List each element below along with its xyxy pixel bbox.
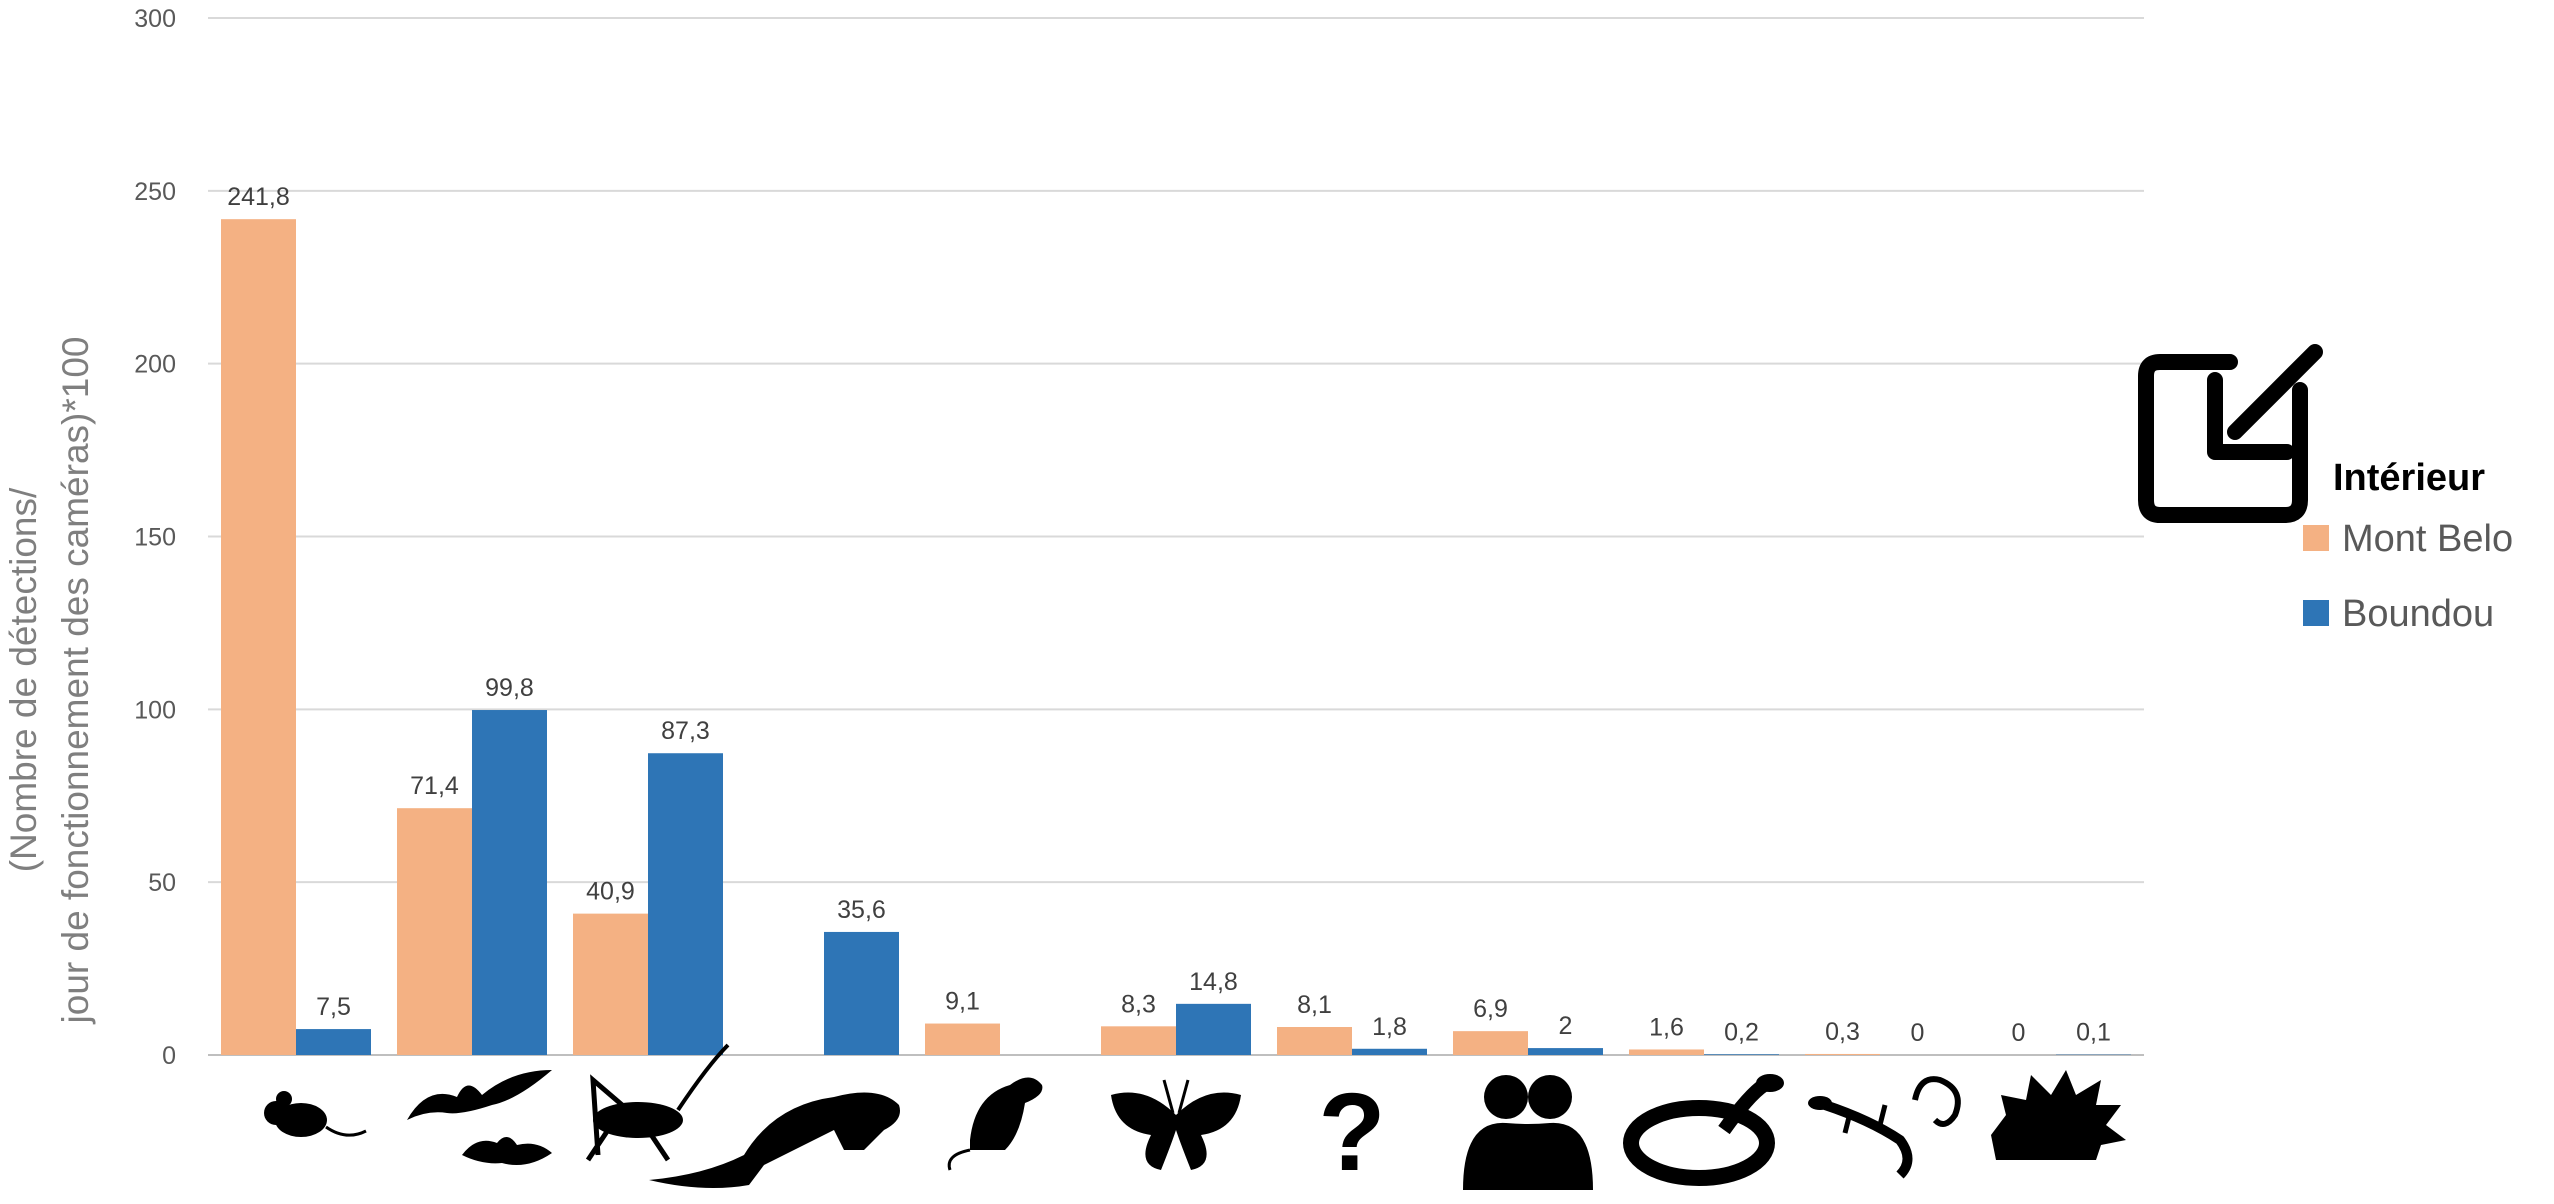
bat-icon: [407, 1070, 552, 1166]
legend-swatch-boundou: [2303, 600, 2329, 626]
bar-mont-belo: [1277, 1027, 1352, 1055]
y-axis-title-line: jour de fonctionnement des caméras)*100: [55, 337, 96, 1025]
y-tick-label: 50: [148, 869, 176, 897]
data-label: 0,2: [1724, 1018, 1759, 1046]
bar-boundou: [824, 931, 899, 1055]
snake-icon: [1623, 1074, 1784, 1186]
y-tick-label: 0: [162, 1042, 176, 1070]
mouse-icon: [264, 1091, 367, 1137]
bar-boundou: [1176, 1003, 1251, 1055]
y-tick-label: 300: [134, 5, 176, 33]
bars: [221, 219, 2131, 1056]
data-label: 14,8: [1189, 968, 1238, 996]
data-label: 2: [1559, 1012, 1573, 1040]
bar-boundou: [472, 710, 547, 1055]
hedgehog-icon: [1991, 1070, 2126, 1160]
data-label: 40,9: [586, 878, 635, 906]
bar-boundou: [1528, 1048, 1603, 1055]
data-label: 8,3: [1121, 990, 1156, 1018]
butterfly-icon: [1111, 1079, 1241, 1170]
bar-mont-belo: [1805, 1053, 1880, 1055]
y-tick-label: 250: [134, 178, 176, 206]
data-label: 0: [2012, 1019, 2026, 1047]
weasel-icon: [649, 1092, 900, 1189]
legend-title: Intérieur: [2333, 457, 2485, 499]
y-axis-ticks: 0 50 100 150 200 250 300: [134, 5, 176, 1070]
data-label: 1,8: [1372, 1013, 1407, 1041]
bar-mont-belo: [221, 219, 296, 1056]
data-label: 0,1: [2076, 1019, 2111, 1047]
bar-boundou: [296, 1029, 371, 1055]
y-tick-label: 150: [134, 524, 176, 552]
bar-mont-belo: [1629, 1049, 1704, 1055]
collapse-arrow-icon[interactable]: [2138, 344, 2323, 523]
y-tick-label: 200: [134, 351, 176, 379]
data-label: 71,4: [410, 772, 459, 800]
data-label: 9,1: [945, 988, 980, 1016]
bar-mont-belo: [925, 1023, 1000, 1055]
data-label: 7,5: [316, 993, 351, 1021]
data-label: 99,8: [485, 674, 534, 702]
bar-mont-belo: [573, 913, 648, 1055]
rat-icon: [947, 1077, 1043, 1171]
bar-boundou: [1704, 1054, 1779, 1055]
data-labels: 241,8 7,5 71,4 99,8 40,9 87,3 35,6 9,1 8,3 14,8 8,…: [227, 183, 2111, 1047]
bar-boundou: [1352, 1048, 1427, 1055]
y-axis-title-line: (Nombre de détections/: [3, 487, 44, 872]
category-label: ?: [1318, 1071, 1385, 1194]
legend-swatch-mont-belo: [2303, 525, 2329, 551]
gecko-icon: [1808, 1076, 1961, 1179]
data-label: 241,8: [227, 183, 290, 211]
data-label: 1,6: [1649, 1013, 1684, 1041]
x-axis-icons: ?: [264, 1043, 2126, 1194]
cricket-icon: [585, 1043, 730, 1162]
legend-label-mont-belo: Mont Belo: [2342, 518, 2513, 560]
legend: Intérieur Mont Belo Boundou: [2138, 344, 2513, 635]
data-label: 8,1: [1297, 991, 1332, 1019]
y-axis-title: (Nombre de détections/jour de fonctionne…: [3, 337, 96, 1025]
bar-boundou: [648, 753, 723, 1055]
legend-label-boundou: Boundou: [2342, 593, 2494, 635]
bar-mont-belo: [1453, 1031, 1528, 1055]
bar-mont-belo: [1101, 1026, 1176, 1055]
data-label: 35,6: [837, 896, 886, 924]
bar-mont-belo: [397, 808, 472, 1055]
people-icon: [1463, 1075, 1593, 1190]
question-mark-icon: ?: [1318, 1071, 1385, 1194]
y-tick-label: 100: [134, 696, 176, 724]
data-label: 87,3: [661, 717, 710, 745]
data-label: 6,9: [1473, 995, 1508, 1023]
data-label: 0,3: [1825, 1018, 1860, 1046]
data-label: 0: [1911, 1019, 1925, 1047]
